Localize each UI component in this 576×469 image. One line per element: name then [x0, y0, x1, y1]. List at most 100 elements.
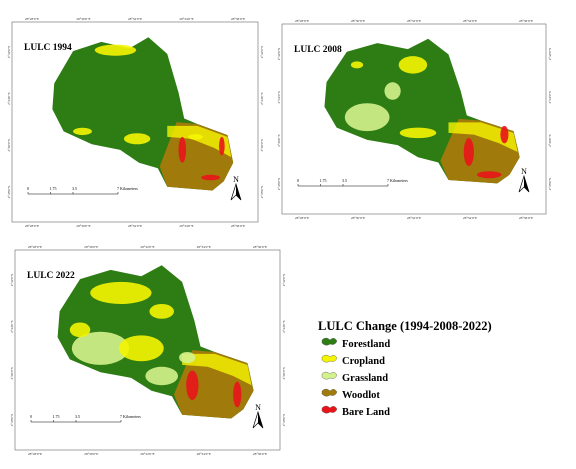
north-label: N: [521, 167, 527, 176]
map-area: [57, 265, 254, 419]
legend-label: Grassland: [342, 373, 388, 384]
land-patch: [179, 352, 196, 364]
longitude-label: 28°36'0"E: [253, 245, 267, 249]
latitude-label: 2°34'0"S: [7, 92, 11, 104]
land-patch: [73, 127, 92, 136]
latitude-label: 2°38'0"S: [260, 186, 264, 198]
latitude-label: 2°34'0"S: [548, 91, 552, 103]
legend-label: Cropland: [342, 356, 385, 367]
longitude-label: 28°32'0"E: [407, 19, 421, 23]
latitude-label: 2°38'0"S: [277, 178, 281, 190]
latitude-label: 2°36'0"S: [260, 139, 264, 151]
legend-label: Woodlot: [342, 390, 380, 401]
longitude-label: 28°30'0"E: [351, 216, 365, 220]
map-area: [52, 37, 234, 191]
latitude-label: 2°38'0"S: [548, 178, 552, 190]
longitude-label: 28°36'0"E: [519, 216, 533, 220]
latitude-label: 2°32'0"S: [10, 274, 14, 286]
latitude-label: 2°38'0"S: [7, 186, 11, 198]
land-patch: [463, 138, 474, 166]
land-patch: [187, 134, 204, 140]
latitude-label: 2°34'0"S: [282, 320, 286, 332]
legend: LULC Change (1994-2008-2022) Forestland Cr…: [318, 319, 492, 418]
land-patch: [118, 335, 164, 362]
latitude-label: 2°32'0"S: [260, 46, 264, 58]
longitude-label: 28°34'0"E: [197, 452, 211, 456]
longitude-label: 28°32'0"E: [140, 452, 154, 456]
latitude-label: 2°32'0"S: [7, 46, 11, 58]
land-patch: [399, 127, 437, 139]
legend-swatch: [321, 405, 338, 414]
cropland-band: [167, 125, 232, 158]
scale-label: 3.5: [342, 178, 347, 183]
latitude-label: 2°34'0"S: [277, 91, 281, 103]
latitude-label: 2°32'0"S: [548, 48, 552, 60]
land-patch: [71, 331, 130, 365]
longitude-label: 28°28'0"E: [28, 245, 42, 249]
north-arrow-half: [524, 176, 529, 192]
longitude-label: 28°34'0"E: [179, 17, 193, 21]
longitude-label: 28°32'0"E: [128, 224, 142, 228]
land-patch: [350, 61, 364, 69]
longitude-label: 28°30'0"E: [351, 19, 365, 23]
scale-label: 7 Kilometers: [117, 186, 138, 191]
longitude-label: 28°36'0"E: [519, 19, 533, 23]
latitude-label: 2°36'0"S: [7, 139, 11, 151]
scale-label: 3.5: [72, 186, 77, 191]
latitude-label: 2°36'0"S: [277, 134, 281, 146]
longitude-label: 28°34'0"E: [463, 216, 477, 220]
land-patch: [149, 304, 174, 319]
land-patch: [500, 125, 509, 144]
scale-label: 0: [27, 186, 29, 191]
legend-swatch: [321, 388, 338, 397]
longitude-label: 28°28'0"E: [295, 19, 309, 23]
legend-title: LULC Change (1994-2008-2022): [318, 319, 492, 333]
land-patch: [69, 322, 91, 338]
panel-title: LULC 1994: [24, 43, 72, 53]
scale-label: 7 Kilometers: [387, 178, 408, 183]
longitude-label: 28°30'0"E: [76, 224, 90, 228]
map-frame: [14, 249, 281, 451]
panel-title: LULC 2022: [27, 271, 75, 281]
longitude-label: 28°30'0"E: [84, 452, 98, 456]
longitude-label: 28°36'0"E: [231, 17, 245, 21]
scale-label: 1.75: [50, 186, 57, 191]
land-patch: [476, 171, 502, 179]
latitude-label: 2°38'0"S: [282, 414, 286, 426]
longitude-label: 28°34'0"E: [463, 19, 477, 23]
land-patch: [219, 136, 225, 156]
longitude-label: 28°32'0"E: [407, 216, 421, 220]
land-patch: [398, 56, 428, 74]
land-patch: [178, 136, 187, 163]
latitude-label: 2°34'0"S: [260, 92, 264, 104]
scale-label: 3.5: [75, 414, 80, 419]
land-patch: [186, 370, 199, 400]
longitude-label: 28°28'0"E: [28, 452, 42, 456]
land-patch: [123, 133, 151, 145]
longitude-label: 28°36'0"E: [253, 452, 267, 456]
latitude-label: 2°32'0"S: [282, 274, 286, 286]
latitude-label: 2°38'0"S: [10, 414, 14, 426]
scale-label: 0: [297, 178, 299, 183]
legend-swatch: [321, 354, 338, 363]
scale-label: 1.75: [53, 414, 60, 419]
longitude-label: 28°34'0"E: [197, 245, 211, 249]
longitude-label: 28°32'0"E: [140, 245, 154, 249]
latitude-label: 2°32'0"S: [277, 48, 281, 60]
longitude-label: 28°28'0"E: [295, 216, 309, 220]
cropland-band: [182, 353, 252, 386]
scale-label: 0: [30, 414, 32, 419]
longitude-label: 28°34'0"E: [179, 224, 193, 228]
scale-label: 1.75: [320, 178, 327, 183]
legend-swatch: [321, 337, 338, 346]
north-arrow-half: [236, 184, 241, 200]
scale-label: 7 Kilometers: [120, 414, 141, 419]
latitude-label: 2°36'0"S: [548, 134, 552, 146]
longitude-label: 28°36'0"E: [231, 224, 245, 228]
latitude-label: 2°36'0"S: [10, 367, 14, 379]
land-patch: [145, 366, 179, 386]
map-area: [324, 38, 520, 184]
land-patch: [90, 281, 152, 304]
longitude-label: 28°30'0"E: [84, 245, 98, 249]
